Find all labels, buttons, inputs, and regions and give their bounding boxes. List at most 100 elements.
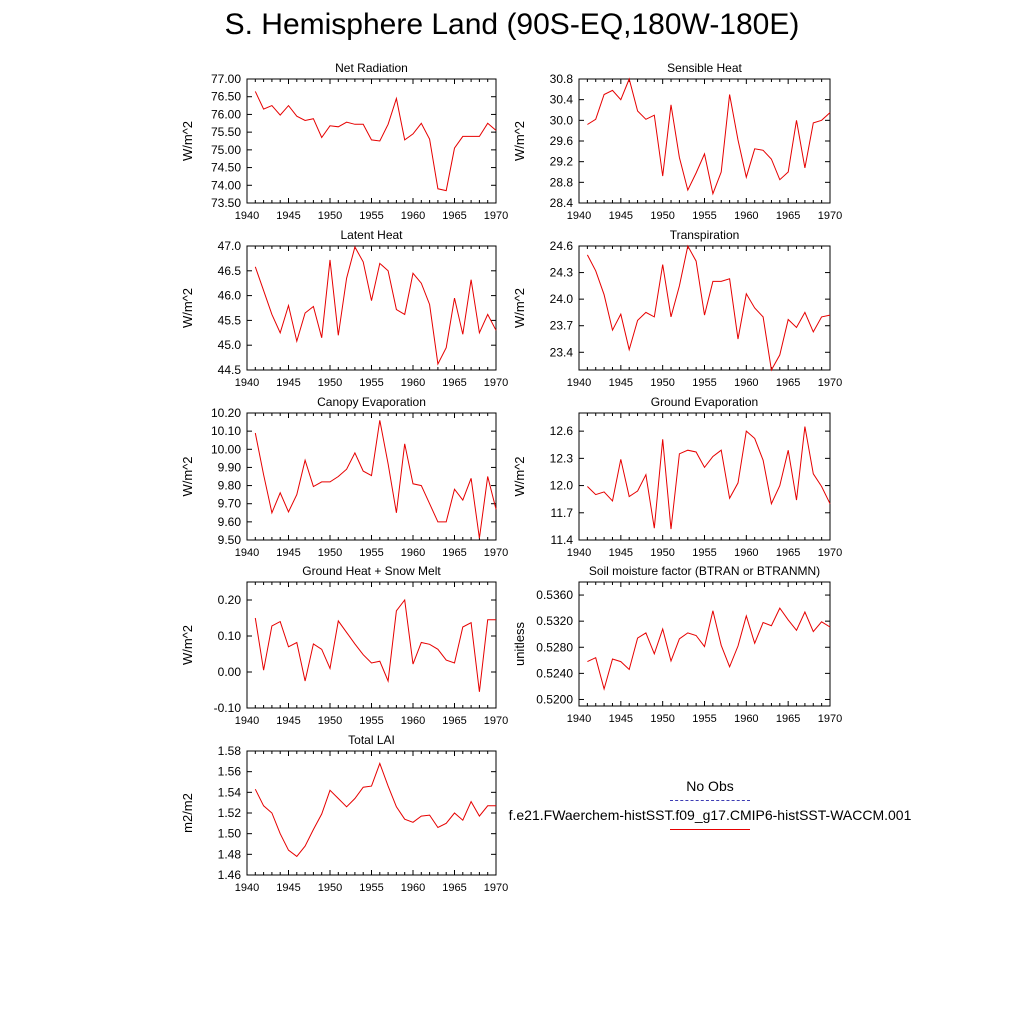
panel-2-ytick-label: 28.8 bbox=[550, 175, 574, 189]
panel-2-ytick-label: 30.8 bbox=[550, 72, 574, 86]
panel-4-title: Transpiration bbox=[670, 228, 740, 242]
panel-3-xtick-label: 1950 bbox=[318, 377, 342, 389]
panel-5-title: Canopy Evaporation bbox=[317, 395, 426, 409]
panel-5-ytick-label: 9.80 bbox=[218, 479, 242, 493]
panel-6-ytick-label: 12.6 bbox=[550, 424, 574, 438]
panel-5-frame bbox=[246, 412, 497, 541]
panel-8-xtick-label: 1955 bbox=[692, 713, 716, 725]
panel-3-xtick-label: 1965 bbox=[442, 377, 466, 389]
panel-9-xtick-label: 1965 bbox=[442, 882, 466, 894]
panel-2-frame bbox=[578, 78, 831, 204]
panel-9-ytick-label: 1.46 bbox=[218, 868, 242, 882]
panel-4-xtick-label: 1940 bbox=[567, 377, 591, 389]
panel-3-ytick-label: 46.5 bbox=[218, 264, 242, 278]
panel-7-ytick-label: 0.10 bbox=[218, 629, 242, 643]
legend-label-model: f.e21.FWaerchem-histSST.f09_g17.CMIP6-hi… bbox=[508, 807, 912, 823]
panel-9-ytick-label: 1.50 bbox=[218, 827, 242, 841]
panel-4-xtick-label: 1955 bbox=[692, 377, 716, 389]
panel-7-ytick-label: 0.20 bbox=[218, 593, 242, 607]
panel-6-xtick-label: 1955 bbox=[692, 547, 716, 559]
panel-5-xtick-label: 1945 bbox=[276, 547, 300, 559]
panel-1-xtick-label: 1960 bbox=[401, 210, 425, 222]
panel-9-xtick-label: 1940 bbox=[235, 882, 259, 894]
panel-9-ytick-label: 1.58 bbox=[218, 744, 242, 758]
panel-9-title: Total LAI bbox=[348, 733, 395, 747]
panel-1-xtick-label: 1950 bbox=[318, 210, 342, 222]
panel-7-ytick-label: -0.10 bbox=[214, 701, 242, 715]
panel-5-xtick-label: 1960 bbox=[401, 547, 425, 559]
panel-6-xtick-label: 1945 bbox=[609, 547, 633, 559]
panel-7-title: Ground Heat + Snow Melt bbox=[302, 564, 441, 578]
panel-1-ytick-label: 74.00 bbox=[211, 178, 241, 192]
panel-2-title: Sensible Heat bbox=[667, 61, 742, 75]
panel-5-xtick-label: 1965 bbox=[442, 547, 466, 559]
panel-6-ytick-label: 11.7 bbox=[551, 506, 574, 520]
panel-3-ylabel: W/m^2 bbox=[180, 288, 195, 328]
panel-1-xtick-label: 1955 bbox=[359, 210, 383, 222]
panel-6-xtick-label: 1950 bbox=[650, 547, 674, 559]
panel-2-ylabel: W/m^2 bbox=[512, 121, 527, 161]
panel-3-xtick-label: 1970 bbox=[484, 377, 508, 389]
panel-3-xtick-label: 1945 bbox=[276, 377, 300, 389]
panel-8-xtick-label: 1960 bbox=[734, 713, 758, 725]
panel-9-xtick-label: 1955 bbox=[359, 882, 383, 894]
panel-3-xtick-label: 1940 bbox=[235, 377, 259, 389]
panel-1-ytick-label: 73.50 bbox=[211, 196, 241, 210]
panel-8-xtick-label: 1970 bbox=[818, 713, 842, 725]
panel-8-ylabel: unitless bbox=[512, 621, 527, 666]
panel-7-xtick-label: 1945 bbox=[276, 715, 300, 727]
panel-1-ylabel: W/m^2 bbox=[180, 121, 195, 161]
panel-7-xtick-label: 1970 bbox=[484, 715, 508, 727]
panel-3-xtick-label: 1960 bbox=[401, 377, 425, 389]
panel-6-ytick-label: 11.4 bbox=[551, 533, 574, 547]
panel-1-title: Net Radiation bbox=[335, 61, 408, 75]
panel-4-frame bbox=[578, 245, 831, 371]
panel-3-series-line bbox=[254, 245, 497, 366]
panel-9-ytick-label: 1.56 bbox=[218, 765, 242, 779]
panel-7-xtick-label: 1960 bbox=[401, 715, 425, 727]
panel-3-ytick-label: 44.5 bbox=[218, 363, 242, 377]
panel-8-ytick-label: 0.5280 bbox=[536, 640, 573, 654]
panel-5-xtick-label: 1970 bbox=[484, 547, 508, 559]
panel-4-ytick-label: 24.6 bbox=[550, 239, 574, 253]
panel-9-xtick-label: 1970 bbox=[484, 882, 508, 894]
panel-4-series-line bbox=[586, 244, 831, 372]
panel-2-ytick-label: 30.0 bbox=[550, 113, 574, 127]
panel-9-ytick-label: 1.52 bbox=[218, 806, 242, 820]
panel-3-xtick-label: 1955 bbox=[359, 377, 383, 389]
panel-8-xtick-label: 1965 bbox=[776, 713, 800, 725]
panel-9-xtick-label: 1950 bbox=[318, 882, 342, 894]
panel-1-ytick-label: 77.00 bbox=[211, 72, 241, 86]
panel-2-ytick-label: 29.6 bbox=[550, 134, 574, 148]
panel-9-series-line bbox=[254, 761, 496, 858]
panel-5-xtick-label: 1950 bbox=[318, 547, 342, 559]
panel-2-xtick-label: 1955 bbox=[692, 210, 716, 222]
panel-4-xtick-label: 1945 bbox=[609, 377, 633, 389]
panel-9-ytick-label: 1.54 bbox=[218, 785, 242, 799]
panel-9-xtick-label: 1960 bbox=[401, 882, 425, 894]
panel-8-frame bbox=[578, 581, 831, 707]
panel-1-xtick-label: 1970 bbox=[484, 210, 508, 222]
panel-2-ytick-label: 28.4 bbox=[550, 196, 574, 210]
panel-6-ytick-label: 12.3 bbox=[550, 451, 574, 465]
panel-3-ytick-label: 45.5 bbox=[218, 313, 242, 327]
panel-7-ytick-label: 0.00 bbox=[218, 665, 242, 679]
panel-5-xtick-label: 1940 bbox=[235, 547, 259, 559]
panel-2-xtick-label: 1970 bbox=[818, 210, 842, 222]
figure-title: S. Hemisphere Land (90S-EQ,180W-180E) bbox=[224, 8, 800, 41]
panel-3-ytick-label: 46.0 bbox=[218, 289, 242, 303]
panel-9-ytick-label: 1.48 bbox=[218, 847, 242, 861]
panel-2-xtick-label: 1965 bbox=[776, 210, 800, 222]
panel-6-series-line bbox=[587, 426, 831, 530]
panel-6-xtick-label: 1940 bbox=[567, 547, 591, 559]
panel-8-xtick-label: 1950 bbox=[650, 713, 674, 725]
panel-7-xtick-label: 1955 bbox=[359, 715, 383, 727]
panel-2-ytick-label: 30.4 bbox=[550, 93, 574, 107]
panel-7-series-line bbox=[254, 598, 496, 692]
panel-7-xtick-label: 1940 bbox=[235, 715, 259, 727]
panel-8-title: Soil moisture factor (BTRAN or BTRANMN) bbox=[589, 564, 820, 578]
panel-6-ylabel: W/m^2 bbox=[512, 456, 527, 496]
panel-6-xtick-label: 1960 bbox=[734, 547, 758, 559]
